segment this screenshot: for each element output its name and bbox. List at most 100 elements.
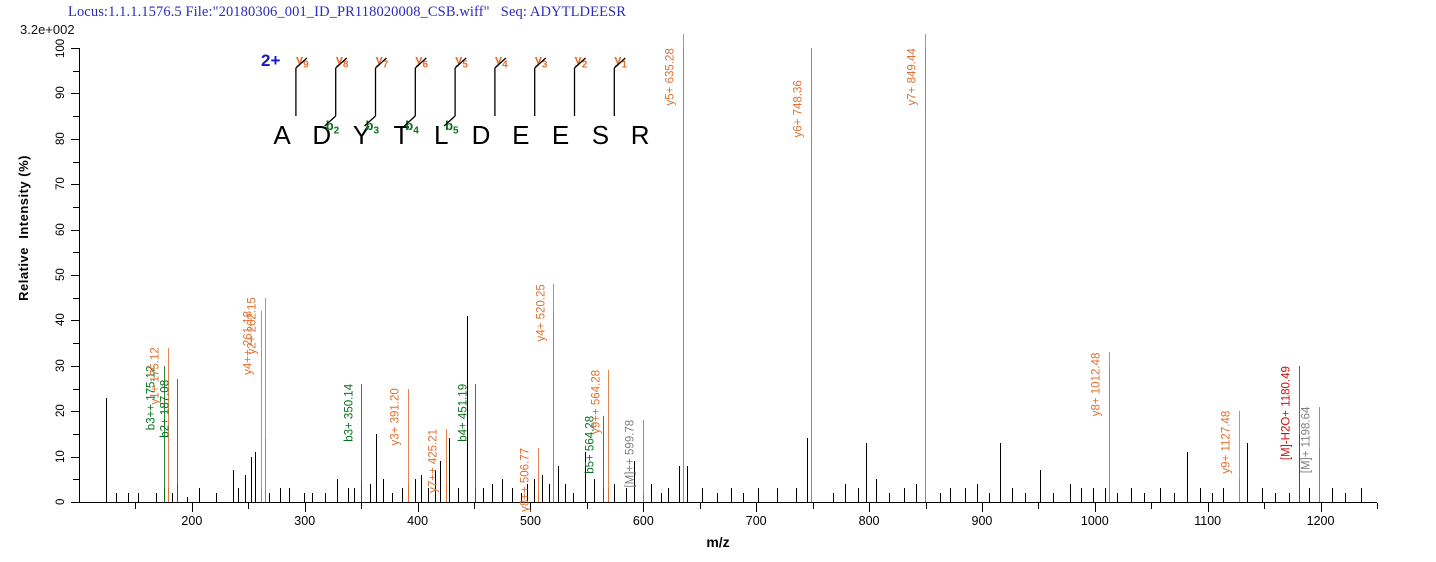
peak-label: y8+ 1012.48 (1090, 352, 1103, 416)
ion-label-b2: b2 (325, 118, 340, 137)
peak-label: y4+ 520.25 (535, 284, 548, 342)
ion-label-y7: y7 (375, 52, 389, 71)
peak-label: y9+ 1127.48 (1220, 411, 1233, 474)
peak-unassigned (795, 488, 797, 502)
peak-unassigned (661, 492, 663, 502)
x-tick-label: 700 (745, 514, 767, 528)
peak-unassigned (232, 470, 234, 502)
peak-unassigned (668, 488, 670, 502)
peak-y-ion (167, 488, 169, 502)
y-tick (71, 275, 79, 276)
x-tick-minor (586, 503, 588, 509)
peak-unassigned (434, 470, 436, 502)
precursor-charge-label: 2+ (261, 51, 281, 70)
peak-unassigned (401, 488, 403, 502)
x-tick-label: 1000 (1080, 514, 1109, 528)
spectrum-plot-area[interactable]: b3++ 175.12 y1+ 175.12 b2+ 187.08 y4++ 261.… (79, 34, 1377, 511)
y-tick-label: 30 (55, 359, 67, 373)
peak-unassigned (988, 492, 990, 502)
peak-unassigned (458, 488, 460, 502)
peak-unassigned (1104, 488, 1106, 502)
y-tick-label: 40 (55, 314, 67, 327)
peak-leader-line (407, 388, 409, 484)
peak-unassigned (467, 315, 469, 502)
x-tick-label: 800 (858, 514, 880, 528)
peak-unassigned (758, 488, 760, 502)
peak-y-ion (683, 48, 685, 502)
residue-e-7: E (512, 120, 530, 150)
peak-unassigned (865, 442, 867, 502)
peak-unassigned (1309, 488, 1311, 502)
peak-unassigned (584, 452, 586, 502)
peak-unassigned (1275, 492, 1277, 502)
peak-leader-line (1298, 365, 1300, 434)
peak-unassigned (1069, 483, 1071, 502)
peak-label: [M]+ 1198.64 (1300, 406, 1313, 474)
peak-unassigned (1039, 470, 1041, 502)
peak-label: y8++ 506.77 (519, 447, 532, 512)
y-tick-label: 50 (55, 268, 67, 282)
y-tick-minor (73, 206, 79, 208)
residue-d-2: D (312, 120, 332, 150)
x-tick-label: 900 (971, 514, 993, 528)
peak-leader-line (475, 383, 477, 489)
ion-label-b4: b4 (405, 118, 419, 137)
peak-w-ion (1298, 433, 1300, 502)
peak-unassigned (502, 479, 504, 502)
peak-y-ion (1108, 365, 1110, 502)
peak-unassigned (614, 483, 615, 502)
x-tick-minor (1038, 503, 1040, 509)
peak-y-ion (265, 438, 266, 502)
peak-leader-line (924, 34, 926, 48)
y-tick-minor (73, 252, 79, 254)
residue-l-5: L (433, 120, 449, 150)
peak-unassigned (415, 479, 417, 502)
peak-leader-line (683, 34, 685, 48)
peak-unassigned (137, 492, 139, 502)
ion-label-y1: y1 (614, 52, 628, 71)
x-tick-minor (925, 503, 927, 509)
y-tick-label: 10 (55, 450, 67, 463)
peak-leader-line (1238, 411, 1240, 480)
peak-label: y7++ 425.21 (427, 429, 440, 494)
x-tick-minor (1264, 503, 1266, 509)
peak-b-ion (177, 483, 179, 502)
y-tick-label: 20 (55, 404, 67, 418)
peak-label: y2+ 262.15 (246, 297, 259, 355)
peak-unassigned (916, 483, 918, 502)
peak-unassigned (832, 492, 834, 502)
peak-unassigned (1092, 488, 1094, 502)
y-tick-minor (73, 479, 79, 481)
ion-label-y5: y5 (455, 52, 468, 71)
peak-label-wrap: [M]-H2O+ 1180.49 (1280, 48, 1306, 460)
peak-unassigned (687, 465, 689, 502)
peak-unassigned (171, 492, 173, 502)
peak-unassigned (875, 479, 877, 502)
peak-unassigned (427, 488, 429, 502)
peak-unassigned (1199, 488, 1201, 502)
peak-unassigned (533, 479, 535, 502)
residue-r-10: R (630, 120, 650, 150)
y-tick (71, 184, 79, 186)
peak-unassigned (1012, 488, 1014, 502)
x-tick (417, 503, 419, 512)
peak-unassigned (347, 488, 349, 502)
y-tick-minor (73, 343, 79, 345)
peak-unassigned (512, 488, 514, 502)
peak-unassigned (1160, 488, 1162, 502)
peak-label: y6+ 748.36 (792, 79, 805, 137)
x-tick (981, 503, 983, 512)
x-tick (304, 503, 306, 512)
peak-label: b3+ 350.14 (343, 383, 356, 442)
x-tick (191, 503, 193, 512)
peak-unassigned (1024, 492, 1026, 502)
y-tick-minor (73, 297, 79, 299)
peak-unassigned (375, 433, 377, 502)
x-tick-minor (1151, 503, 1153, 509)
peak-y-ion (260, 488, 262, 502)
peak-unassigned (420, 474, 422, 502)
peak-unassigned (527, 483, 529, 502)
x-tick (1094, 503, 1096, 512)
peak-unassigned (541, 474, 543, 502)
peak-label: b4+ 451.19 (457, 383, 470, 442)
